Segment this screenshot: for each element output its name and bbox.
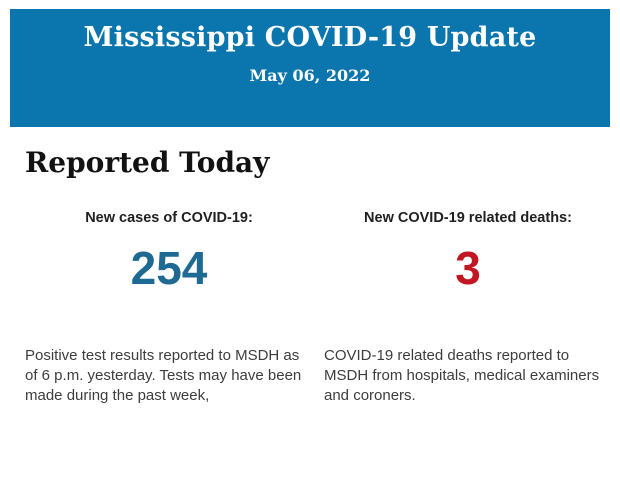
cases-description: Positive test results reported to MSDH a… bbox=[25, 347, 302, 404]
deaths-value: 3 bbox=[455, 242, 481, 294]
newsletter-page: Mississippi COVID-19 Update May 06, 2022… bbox=[0, 9, 620, 492]
stats-row: New cases of COVID-19: 254 Positive test… bbox=[25, 210, 620, 406]
newsletter-title: Mississippi COVID-19 Update bbox=[83, 22, 537, 53]
section-title: Reported Today bbox=[25, 146, 270, 179]
cases-label: New cases of COVID-19: bbox=[85, 210, 253, 226]
deaths-column: New COVID-19 related deaths: 3 COVID-19 … bbox=[324, 210, 612, 406]
cases-value: 254 bbox=[130, 242, 208, 294]
deaths-label: New COVID-19 related deaths: bbox=[364, 210, 572, 226]
newsletter-date: May 06, 2022 bbox=[249, 66, 371, 85]
header-banner: Mississippi COVID-19 Update May 06, 2022 bbox=[10, 9, 610, 127]
cases-column: New cases of COVID-19: 254 Positive test… bbox=[25, 210, 313, 406]
deaths-description: COVID-19 related deaths reported to MSDH… bbox=[324, 347, 600, 404]
